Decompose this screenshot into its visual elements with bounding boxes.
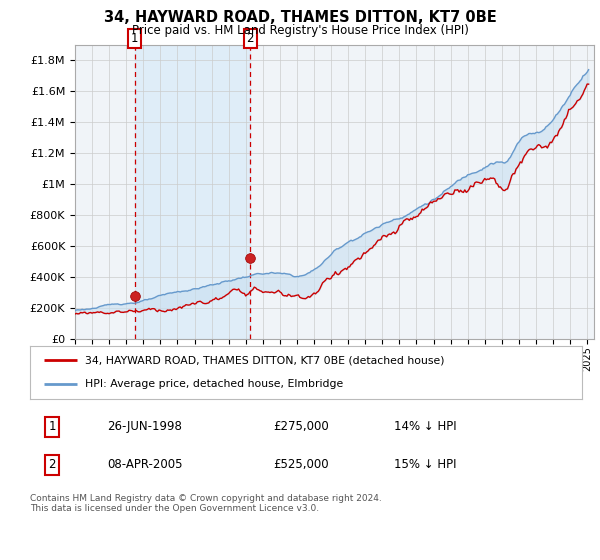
- Text: Contains HM Land Registry data © Crown copyright and database right 2024.
This d: Contains HM Land Registry data © Crown c…: [30, 494, 382, 514]
- Text: 34, HAYWARD ROAD, THAMES DITTON, KT7 0BE: 34, HAYWARD ROAD, THAMES DITTON, KT7 0BE: [104, 10, 496, 25]
- Text: 08-APR-2005: 08-APR-2005: [107, 458, 183, 472]
- Text: 2: 2: [247, 32, 254, 45]
- Text: £275,000: £275,000: [273, 420, 329, 433]
- Text: Price paid vs. HM Land Registry's House Price Index (HPI): Price paid vs. HM Land Registry's House …: [131, 24, 469, 36]
- Text: 2: 2: [49, 458, 56, 472]
- Bar: [134, 45, 250, 339]
- Text: £525,000: £525,000: [273, 458, 329, 472]
- Text: 14% ↓ HPI: 14% ↓ HPI: [394, 420, 457, 433]
- Text: 34, HAYWARD ROAD, THAMES DITTON, KT7 0BE (detached house): 34, HAYWARD ROAD, THAMES DITTON, KT7 0BE…: [85, 356, 445, 366]
- Text: 1: 1: [131, 32, 138, 45]
- Text: 1: 1: [49, 420, 56, 433]
- Text: 15% ↓ HPI: 15% ↓ HPI: [394, 458, 457, 472]
- Text: 26-JUN-1998: 26-JUN-1998: [107, 420, 182, 433]
- Text: HPI: Average price, detached house, Elmbridge: HPI: Average price, detached house, Elmb…: [85, 379, 343, 389]
